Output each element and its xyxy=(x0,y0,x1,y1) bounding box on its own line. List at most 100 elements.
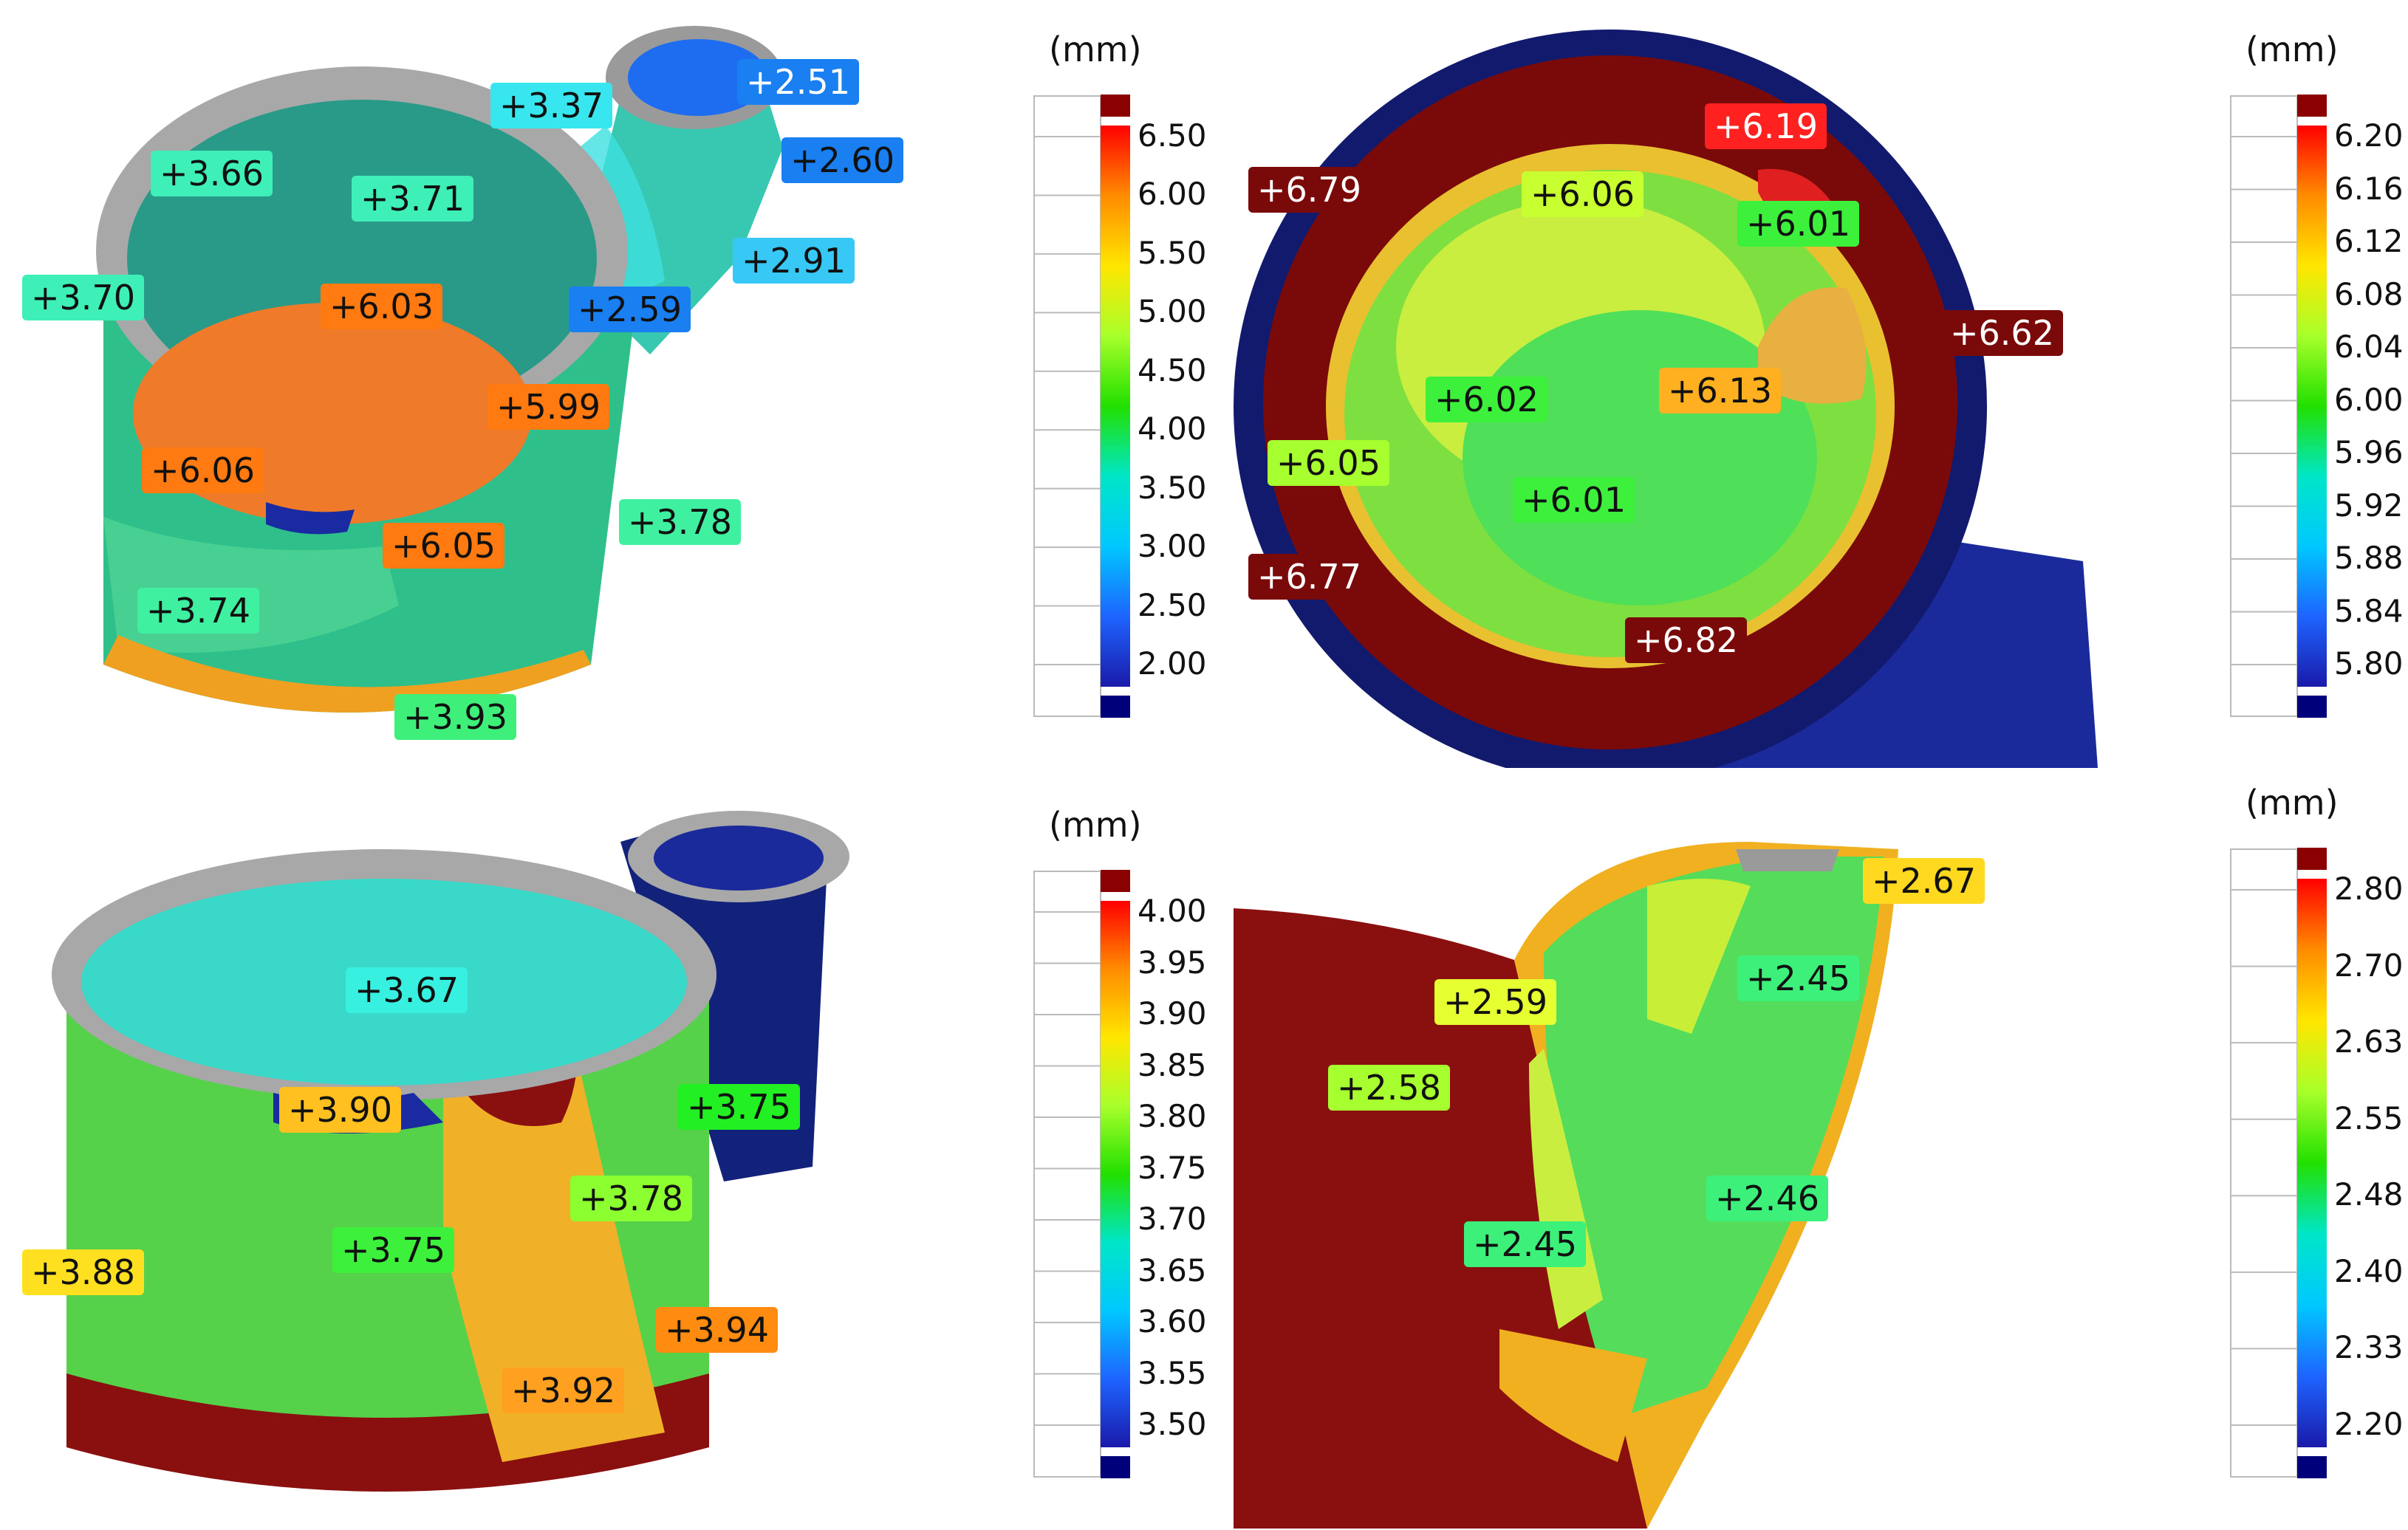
callout-label: +3.67 xyxy=(346,967,468,1013)
callout-label: +2.58 xyxy=(1328,1065,1450,1111)
callout-label: +6.77 xyxy=(1248,554,1370,600)
scale-unit-label: (mm) xyxy=(1049,30,1142,69)
scale-under-range-swatch xyxy=(1101,1456,1130,1478)
color-scale-top-left: (mm) 6.50 6.00 5.50 5.00 4.50 4.00 3.50 3.00 2.50… xyxy=(1005,30,1211,768)
scale-tick-label: 2.80 xyxy=(2334,871,2404,907)
scale-tick-label: 4.00 xyxy=(1138,893,1207,929)
scale-tick-label: 3.60 xyxy=(1138,1303,1207,1339)
callout-label: +3.74 xyxy=(137,588,259,634)
scale-tick-label: 5.88 xyxy=(2334,540,2404,576)
scale-tick-label: 5.96 xyxy=(2334,434,2404,470)
color-scale-top-right: (mm) 6.20 6.16 6.12 6.08 6.04 6.00 5.96 5.92 5.88… xyxy=(2201,30,2408,768)
callout-label: +3.66 xyxy=(151,151,273,196)
scale-tick-label: 2.50 xyxy=(1138,586,1207,623)
callout-label: +2.45 xyxy=(1464,1221,1586,1267)
scale-tick-label: 6.12 xyxy=(2334,223,2404,259)
scale-bar xyxy=(1033,95,1130,718)
scale-unit-label: (mm) xyxy=(1049,805,1142,845)
scale-tick-label: 3.50 xyxy=(1138,469,1207,506)
panel-top-left: +2.51 +3.37 +2.60 +3.66 +3.71 +2.91 +3.7… xyxy=(0,0,923,753)
scale-tick-label: 6.50 xyxy=(1138,117,1207,154)
callout-label: +3.71 xyxy=(352,176,473,222)
callout-label: +2.46 xyxy=(1706,1176,1828,1221)
scale-gradient xyxy=(1101,901,1130,1447)
scale-tick-label: 5.80 xyxy=(2334,645,2404,682)
cylinder-pipe-deviation-map xyxy=(96,26,783,713)
callout-label: +2.45 xyxy=(1737,956,1859,1001)
scale-tick-label: 2.63 xyxy=(2334,1023,2404,1060)
callout-label: +3.75 xyxy=(332,1227,454,1273)
callout-label: +5.99 xyxy=(488,384,609,430)
scale-tick-label: 3.65 xyxy=(1138,1252,1207,1289)
scale-under-range-swatch xyxy=(1101,696,1130,718)
scale-tick-label: 2.70 xyxy=(2334,947,2404,984)
scale-tick-label: 2.20 xyxy=(2334,1406,2404,1442)
callout-label: +2.51 xyxy=(737,59,859,105)
callout-label: +3.78 xyxy=(619,499,741,545)
callout-label: +6.79 xyxy=(1248,167,1370,213)
callout-label: +6.01 xyxy=(1513,477,1635,523)
callout-label: +2.59 xyxy=(569,287,691,332)
callout-label: +3.90 xyxy=(279,1087,401,1133)
scale-tick-label: 5.00 xyxy=(1138,293,1207,330)
scale-tick-label: 2.33 xyxy=(2334,1329,2404,1366)
callout-label: +3.93 xyxy=(394,694,516,740)
scale-over-range-swatch xyxy=(1101,870,1130,892)
color-scale-bottom-left: (mm) 4.00 3.95 3.90 3.85 3.80 3.75 3.70 3.65 3.60… xyxy=(1005,805,1211,1529)
scale-gradient xyxy=(2297,879,2327,1447)
callout-label: +3.92 xyxy=(502,1368,624,1413)
scale-tick-label: 4.50 xyxy=(1138,351,1207,388)
scale-tick-label: 3.70 xyxy=(1138,1201,1207,1237)
callout-label: +6.05 xyxy=(1268,440,1389,486)
callout-label: +3.88 xyxy=(22,1249,144,1295)
scale-over-range-swatch xyxy=(1101,95,1130,117)
scale-tick-label: 3.80 xyxy=(1138,1098,1207,1134)
callout-label: +3.94 xyxy=(656,1307,778,1353)
scale-tick-label: 3.00 xyxy=(1138,528,1207,565)
callout-label: +6.06 xyxy=(142,447,264,493)
scale-tick-label: 6.20 xyxy=(2334,117,2404,154)
callout-label: +2.91 xyxy=(733,238,855,284)
scale-tick-label: 3.95 xyxy=(1138,944,1207,981)
scale-tick-label: 5.50 xyxy=(1138,234,1207,271)
callout-label: +6.06 xyxy=(1522,171,1643,217)
circular-face-deviation-map xyxy=(1234,30,2098,768)
scale-tick-label: 3.55 xyxy=(1138,1354,1207,1391)
scale-tick-label: 3.75 xyxy=(1138,1149,1207,1186)
scale-over-range-swatch xyxy=(2297,95,2327,117)
scale-under-range-swatch xyxy=(2297,696,2327,718)
scale-bar xyxy=(1033,870,1130,1478)
scale-tick-label: 6.00 xyxy=(1138,176,1207,213)
scale-unit-label: (mm) xyxy=(2245,783,2339,823)
color-scale-bottom-right: (mm) 2.80 2.70 2.63 2.55 2.48 2.40 2.33 2.20 xyxy=(2201,783,2408,1529)
scale-over-range-swatch xyxy=(2297,848,2327,870)
scale-tick-label: 3.90 xyxy=(1138,995,1207,1032)
callout-label: +6.03 xyxy=(321,284,442,329)
callout-label: +2.60 xyxy=(781,137,903,183)
scale-tick-label: 5.84 xyxy=(2334,592,2404,629)
callout-label: +6.02 xyxy=(1426,377,1547,422)
callout-label: +6.82 xyxy=(1625,617,1747,663)
scale-unit-label: (mm) xyxy=(2245,30,2339,69)
callout-label: +3.78 xyxy=(570,1176,692,1221)
callout-label: +6.13 xyxy=(1659,368,1781,414)
scale-tick-label: 2.48 xyxy=(2334,1176,2404,1213)
scale-gradient xyxy=(1101,126,1130,687)
scale-tick-label: 4.00 xyxy=(1138,411,1207,447)
scale-tick-label: 6.08 xyxy=(2334,275,2404,312)
scale-tick-label: 2.00 xyxy=(1138,645,1207,682)
scale-tick-label: 6.04 xyxy=(2334,329,2404,365)
callout-label: +3.75 xyxy=(678,1084,800,1130)
scale-gradient xyxy=(2297,126,2327,687)
scale-tick-label: 3.85 xyxy=(1138,1046,1207,1083)
cylinder-deviation-map xyxy=(52,811,849,1492)
scale-bar xyxy=(2230,95,2327,718)
scale-tick-label: 3.50 xyxy=(1138,1406,1207,1442)
callout-label: +6.62 xyxy=(1941,310,2063,356)
scale-tick-label: 5.92 xyxy=(2334,487,2404,524)
panel-bottom-left: +3.67 +3.90 +3.75 +3.78 +3.88 +3.75 +3.9… xyxy=(0,797,923,1529)
callout-label: +6.05 xyxy=(383,523,504,569)
callout-label: +6.19 xyxy=(1705,103,1827,149)
scale-under-range-swatch xyxy=(2297,1456,2327,1478)
callout-label: +6.01 xyxy=(1737,201,1859,247)
